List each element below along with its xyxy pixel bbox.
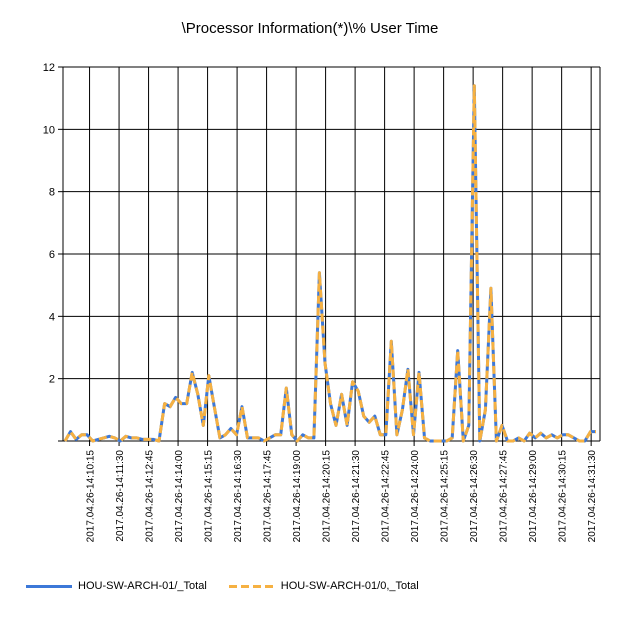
x-tick-label: 2017.04.26-14:10:15 [86,450,97,543]
y-tick-label: 8 [49,187,55,199]
y-tick-label: 2 [49,374,55,386]
x-tick-label: 2017.04.26-14:30:15 [558,450,569,543]
x-tick-label: 2017.04.26-14:31:30 [587,450,598,543]
x-tick-label: 2017.04.26-14:19:00 [292,450,303,543]
x-tick-label: 2017.04.26-14:25:15 [440,450,451,543]
y-tick-label: 12 [43,62,55,74]
x-tick-label: 2017.04.26-14:24:00 [410,450,421,543]
tick-label-layer: 2 4 6 8 10 12 2017.04.26-14:10:15 2017.04.26-14… [43,62,598,542]
x-tick-label: 2017.04.26-14:14:00 [174,450,185,543]
x-tick-label: 2017.04.26-14:21:30 [351,450,362,543]
x-tick-label: 2017.04.26-14:16:30 [233,450,244,543]
y-tick-label: 10 [43,124,55,136]
legend-item-cpu0[interactable]: HOU-SW-ARCH-01/0,_Total [228,580,419,592]
x-tick-label: 2017.04.26-14:26:30 [469,450,480,543]
x-tick-label: 2017.04.26-14:20:15 [322,450,333,543]
x-tick-label: 2017.04.26-14:12:45 [145,450,156,543]
series-line-0 [63,84,596,443]
legend: HOU-SW-ARCH-01/_Total HOU-SW-ARCH-01/0,_… [26,580,441,592]
legend-swatch-total [26,584,72,588]
chart-title: \Processor Information(*)\% User Time [181,20,439,37]
y-tick-label: 4 [49,311,55,323]
legend-swatch-cpu0 [228,584,275,588]
grid-layer [63,66,600,441]
series-layer [63,84,596,443]
legend-label-total: HOU-SW-ARCH-01/_Total [78,580,207,592]
x-tick-label: 2017.04.26-14:15:15 [204,450,215,543]
x-tick-label: 2017.04.26-14:17:45 [263,450,274,543]
legend-label-cpu0: HOU-SW-ARCH-01/0,_Total [280,580,419,592]
series-line-1 [63,84,596,443]
legend-item-total[interactable]: HOU-SW-ARCH-01/_Total [26,580,207,592]
x-tick-label: 2017.04.26-14:22:45 [381,450,392,543]
x-tick-label: 2017.04.26-14:11:30 [115,450,126,542]
x-tick-label: 2017.04.26-14:29:00 [528,450,539,543]
x-tick-label: 2017.04.26-14:27:45 [499,450,510,543]
y-tick-label: 6 [49,249,55,261]
